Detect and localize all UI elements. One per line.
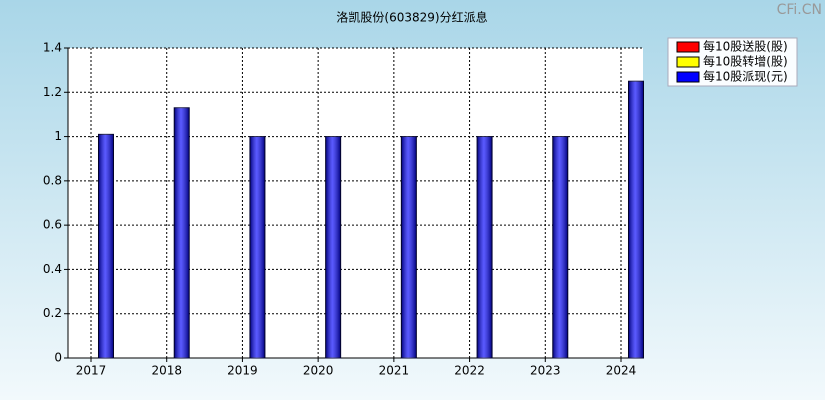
legend-label: 每10股派现(元) (703, 69, 788, 84)
y-tick-label: 0.4 (43, 262, 62, 276)
x-tick-label: 2024 (606, 364, 637, 378)
bar (476, 136, 493, 359)
legend-label: 每10股送股(股) (703, 39, 788, 54)
x-tick-label: 2019 (227, 364, 258, 378)
watermark: CFi.CN (777, 2, 822, 18)
bar-shade (628, 81, 644, 358)
bar (628, 80, 644, 359)
bar (173, 107, 190, 359)
bar-shade (477, 136, 493, 358)
plot-area (68, 48, 643, 358)
chart-title: 洛凯股份(603829)分红派息 (336, 10, 487, 25)
y-tick-label: 0 (54, 351, 62, 365)
legend-label: 每10股转增(股) (703, 54, 788, 69)
y-tick-label: 1.4 (43, 41, 62, 55)
bar-shade (401, 136, 417, 358)
x-tick-label: 2021 (379, 364, 410, 378)
x-tick-label: 2023 (530, 364, 561, 378)
bar (249, 136, 266, 359)
y-tick-label: 0.8 (43, 173, 62, 187)
y-tick-label: 1.2 (43, 85, 62, 99)
bar (552, 136, 569, 359)
bar-shade (325, 136, 341, 358)
legend-swatch (676, 56, 700, 68)
bar-shade (249, 136, 265, 358)
bar-shade (98, 134, 114, 358)
x-tick-label: 2018 (151, 364, 182, 378)
x-tick-label: 2022 (454, 364, 485, 378)
legend-swatch (676, 71, 700, 83)
legend-swatch (676, 41, 700, 53)
y-tick-label: 0.2 (43, 306, 62, 320)
y-tick-label: 0.6 (43, 218, 62, 232)
bar (98, 133, 114, 359)
bar-shade (552, 136, 568, 358)
x-tick-label: 2017 (76, 364, 107, 378)
bar-shade (174, 107, 190, 359)
bar (400, 136, 417, 359)
x-tick-label: 2020 (303, 364, 334, 378)
bar (325, 136, 342, 359)
y-tick-label: 1 (54, 129, 62, 143)
